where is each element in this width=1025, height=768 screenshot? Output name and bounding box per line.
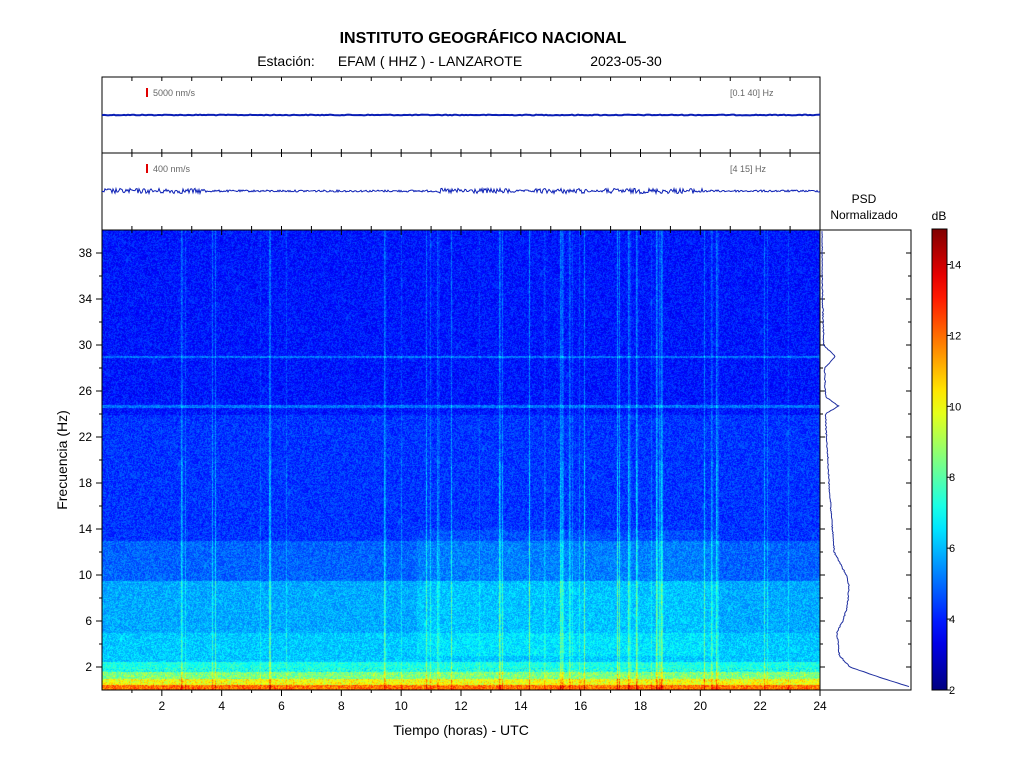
spectrogram-panel: 2 4 6 8 10 12 14 16 18 20 22 24 261014182226303438 …	[54, 229, 827, 738]
colorbar-gradient	[931, 228, 948, 691]
colorbar-tick-label: 4	[949, 614, 955, 626]
colorbar-ticks: 2 4 6 8 10 12 14	[947, 259, 961, 697]
x-tick-label: 24	[813, 699, 827, 713]
amplitude-scale-label: 5000 nm/s	[153, 88, 196, 98]
psd-subtitle: Normalizado	[830, 208, 898, 222]
waveform-panel-filtered: 400 nm/s [4 15] Hz	[101, 152, 821, 231]
colorbar-tick-label: 10	[949, 401, 961, 413]
psd-title: PSD	[852, 192, 877, 206]
waveform-trace	[101, 186, 821, 196]
station-label: Estación:	[257, 53, 315, 69]
x-tick-label: 12	[454, 699, 468, 713]
x-axis: 2 4 6 8 10 12 14 16 18 20 22 24	[131, 230, 827, 713]
y-tick-label: 10	[79, 568, 93, 582]
y-tick-label: 30	[79, 338, 93, 352]
spectrogram-image	[102, 230, 820, 690]
x-tick-label: 8	[338, 699, 345, 713]
band-label: [0.1 40] Hz	[730, 88, 774, 98]
colorbar-tick-label: 8	[949, 472, 955, 484]
report-date: 2023-05-30	[590, 53, 662, 69]
band-label: [4 15] Hz	[730, 164, 767, 174]
x-tick-label: 10	[394, 699, 408, 713]
y-tick-label: 14	[79, 522, 93, 536]
psd-ticks	[820, 252, 911, 668]
psd-curve	[821, 231, 910, 688]
amplitude-scale-marker	[146, 88, 148, 97]
y-tick-label: 22	[79, 430, 93, 444]
x-tick-label: 6	[278, 699, 285, 713]
x-axis-label: Tiempo (horas) - UTC	[393, 722, 529, 738]
colorbar-tick-label: 14	[949, 259, 961, 271]
y-tick-label: 38	[79, 246, 93, 260]
x-tick-label: 4	[218, 699, 225, 713]
colorbar-tick-label: 2	[949, 685, 955, 697]
y-tick-label: 6	[85, 614, 92, 628]
amplitude-scale-label: 400 nm/s	[153, 164, 191, 174]
x-tick-label: 16	[574, 699, 588, 713]
waveform-ticks	[131, 153, 821, 230]
waveform-panel-broadband: 5000 nm/s [0.1 40] Hz	[101, 76, 821, 154]
y-tick-label: 18	[79, 476, 93, 490]
amplitude-scale-marker	[146, 164, 148, 173]
x-tick-label: 22	[753, 699, 767, 713]
x-tick-label: 2	[158, 699, 165, 713]
y-tick-label: 26	[79, 384, 93, 398]
psd-frame	[819, 229, 912, 691]
waveform-ticks	[131, 77, 821, 153]
report-title: INSTITUTO GEOGRÁFICO NACIONAL	[340, 28, 627, 47]
y-tick-label: 34	[79, 292, 93, 306]
colorbar-label: dB	[932, 209, 947, 223]
y-axis-label: Frecuencia (Hz)	[54, 410, 70, 510]
x-tick-label: 14	[514, 699, 528, 713]
station-name: EFAM ( HHZ ) - LANZAROTE	[338, 53, 522, 69]
psd-panel: PSD Normalizado	[819, 192, 912, 691]
y-tick-label: 2	[85, 660, 92, 674]
colorbar-tick-label: 12	[949, 330, 961, 342]
colorbar: dB 2 4 6 8 10 12 14	[931, 209, 961, 697]
x-tick-label: 18	[634, 699, 648, 713]
waveform-trace	[101, 113, 821, 117]
x-tick-label: 20	[694, 699, 708, 713]
colorbar-tick-label: 6	[949, 543, 955, 555]
